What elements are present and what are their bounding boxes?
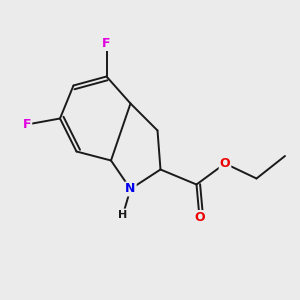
Text: O: O <box>194 211 205 224</box>
Text: O: O <box>220 157 230 170</box>
Text: H: H <box>118 209 127 220</box>
Text: F: F <box>102 37 111 50</box>
Text: F: F <box>23 118 31 131</box>
Text: N: N <box>125 182 136 196</box>
